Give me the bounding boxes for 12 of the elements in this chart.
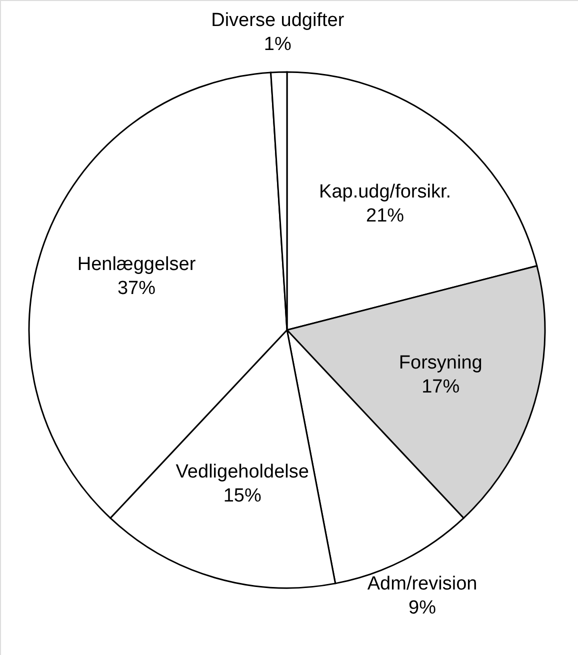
- slice-label: Diverse udgifter: [211, 10, 345, 32]
- slice-label: Adm/revision: [367, 574, 478, 595]
- data-label: 1%: [264, 34, 292, 56]
- data-label: 15%: [223, 486, 262, 507]
- slice-label: Henlæggelser: [77, 254, 196, 275]
- data-label: 21%: [366, 206, 404, 227]
- slice-label: Vedligeholdelse: [176, 462, 309, 483]
- data-label: 37%: [117, 278, 156, 299]
- data-label: 17%: [422, 376, 460, 398]
- slice-label: Kap.udg/forsikr.: [319, 182, 452, 203]
- data-label: 9%: [408, 598, 436, 619]
- slice-label: Forsyning: [398, 352, 482, 374]
